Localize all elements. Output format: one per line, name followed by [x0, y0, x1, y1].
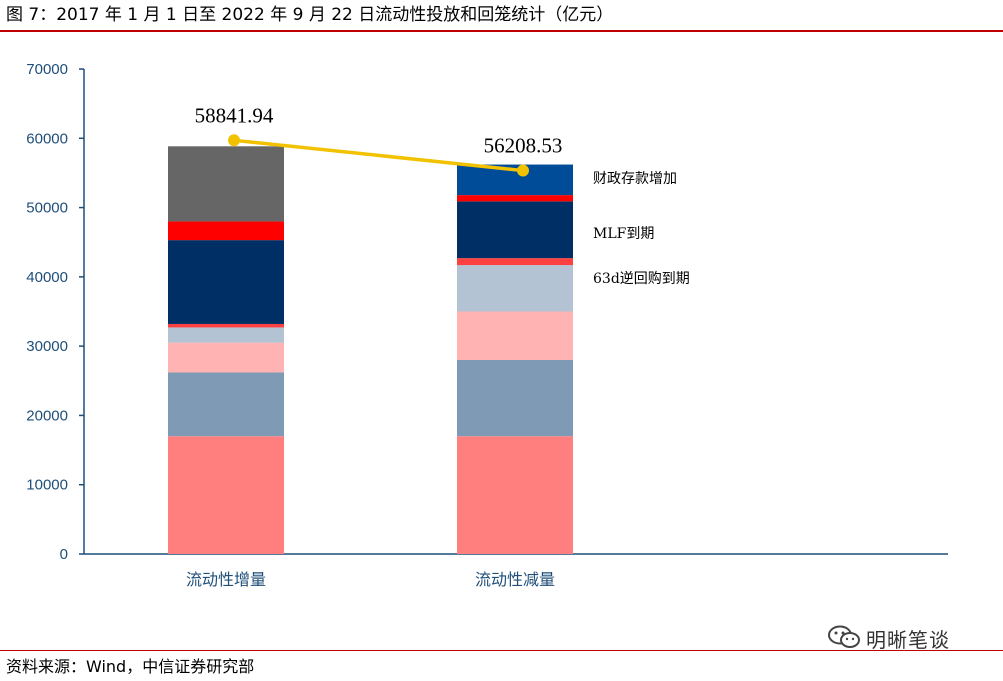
bar-segment [457, 311, 573, 360]
source-note: 资料来源：Wind，中信证券研究部 [6, 657, 255, 676]
total-marker [517, 164, 529, 177]
segment-annotation: 财政存款增加 [593, 171, 677, 187]
bar-segment [457, 360, 573, 437]
bar-segment [168, 221, 284, 241]
total-line [233, 138, 524, 173]
y-tick-label: 0 [60, 546, 68, 563]
y-tick-label: 70000 [26, 61, 68, 78]
bar-segment [168, 327, 284, 343]
bar-segment [168, 240, 284, 324]
y-tick-label: 40000 [26, 269, 68, 286]
bar-segment [457, 265, 573, 312]
y-tick-label: 20000 [26, 407, 68, 424]
stacked-bar-chart: 0 10000 20000 30000 40000 50000 60000 70000 流动性增… [26, 61, 948, 589]
title-divider [0, 30, 1003, 32]
figure-title: 图 7：2017 年 1 月 1 日至 2022 年 9 月 22 日流动性投放… [6, 5, 614, 25]
bar-segment [168, 323, 284, 328]
segment-annotation: 63d逆回购到期 [593, 271, 690, 287]
segment-annotation: MLF到期 [593, 226, 654, 242]
bar-segment [457, 258, 573, 266]
source-divider [0, 650, 1003, 651]
bar-segment [457, 436, 573, 554]
bar-segment [457, 195, 573, 202]
wechat-icon [828, 625, 860, 648]
y-tick-label: 10000 [26, 477, 68, 494]
bar-segment [457, 201, 573, 259]
y-tick-label: 50000 [26, 200, 68, 217]
bar-segment [168, 372, 284, 437]
bar-segment [168, 342, 284, 373]
total-marker [228, 134, 240, 147]
total-data-label: 58841.94 [195, 103, 274, 127]
watermark-text: 明晰笔谈 [866, 628, 950, 652]
x-category-label: 流动性增量 [186, 570, 266, 589]
total-data-label: 56208.53 [484, 134, 563, 158]
y-tick-label: 60000 [26, 130, 68, 147]
bar-segment [168, 146, 284, 222]
x-category-label: 流动性减量 [475, 570, 555, 589]
bar-segment [168, 436, 284, 554]
y-tick-label: 30000 [26, 338, 68, 355]
watermark: 明晰笔谈 [822, 622, 992, 652]
